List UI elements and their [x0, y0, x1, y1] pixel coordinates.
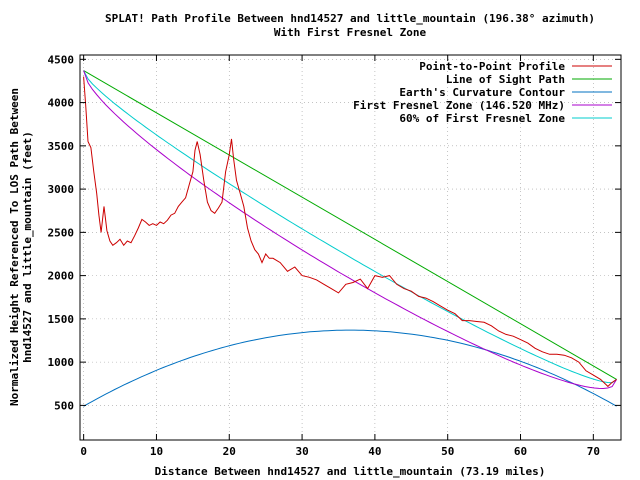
- grid-lines: [80, 55, 621, 440]
- y-tick-label: 500: [54, 399, 74, 412]
- y-tick-label: 3000: [48, 183, 75, 196]
- series-line-3: [83, 70, 618, 390]
- x-tick-label: 30: [295, 445, 308, 458]
- series-line-2: [83, 329, 617, 407]
- legend-label: 60% of First Fresnel Zone: [399, 112, 565, 125]
- legend-label: Earth's Curvature Contour: [399, 86, 565, 99]
- x-tick-label: 20: [223, 445, 236, 458]
- y-axis-label-line1: Normalized Height Referenced To LOS Path…: [8, 88, 21, 406]
- series-line-0: [83, 76, 617, 388]
- y-tick-label: 1500: [48, 313, 75, 326]
- x-tick-label: 50: [441, 445, 454, 458]
- x-axis-label: Distance Between hnd14527 and little_mou…: [155, 465, 546, 478]
- y-tick-label: 2500: [48, 226, 75, 239]
- chart-title: SPLAT! Path Profile Between hnd14527 and…: [105, 12, 595, 25]
- plot-frame: [79, 54, 622, 441]
- y-tick-label: 1000: [48, 356, 75, 369]
- x-tick-label: 0: [80, 445, 87, 458]
- y-tick-label: 4000: [48, 97, 75, 110]
- axis-ticks: 500 1000 1500 2000 2500 3000 3500 4000 4500 0 10 20…: [48, 53, 621, 458]
- x-tick-label: 60: [514, 445, 527, 458]
- legend-label: Point-to-Point Profile: [419, 60, 565, 73]
- chart-subtitle: With First Fresnel Zone: [274, 26, 427, 39]
- series-line-1: [83, 70, 617, 380]
- y-tick-label: 4500: [48, 53, 75, 66]
- x-tick-label: 70: [587, 445, 600, 458]
- x-tick-label: 10: [150, 445, 163, 458]
- y-axis-label-line2: hnd14527 and little_mountain (feet): [21, 131, 34, 363]
- y-tick-label: 3500: [48, 140, 75, 153]
- y-tick-label: 2000: [48, 270, 75, 283]
- legend-label: First Fresnel Zone (146.520 MHz): [353, 99, 565, 112]
- x-tick-label: 40: [368, 445, 381, 458]
- plot-series: [83, 70, 618, 407]
- series-line-4: [83, 70, 617, 384]
- legend-label: Line of Sight Path: [446, 73, 565, 86]
